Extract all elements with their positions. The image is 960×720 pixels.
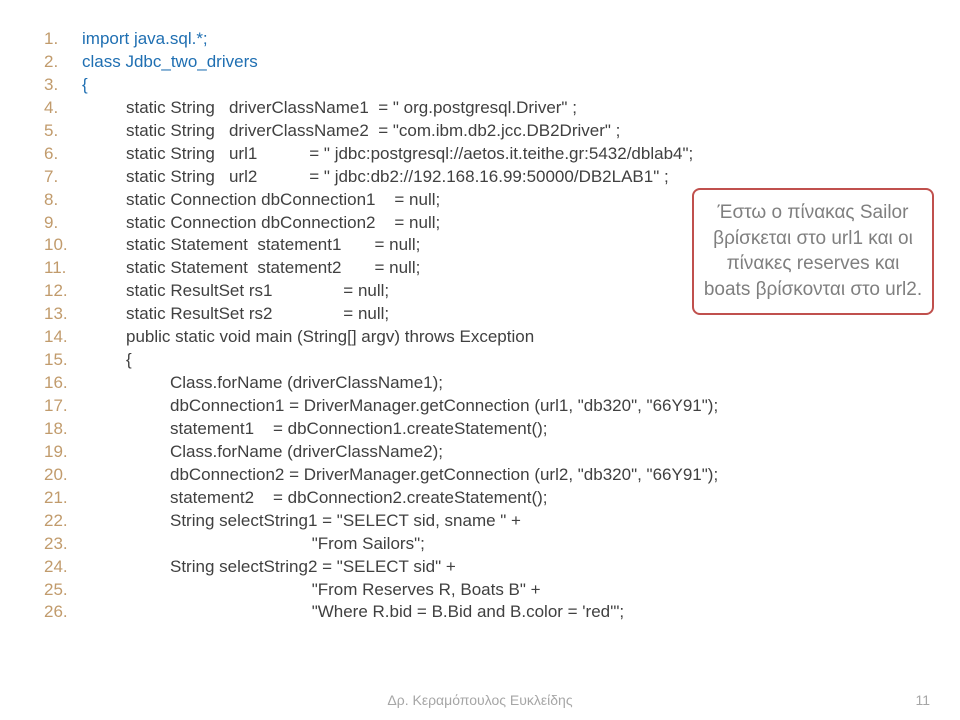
- code-line: 25. "From Reserves R, Boats B" +: [44, 579, 940, 602]
- code-text: {: [82, 74, 88, 97]
- line-number: 4.: [44, 97, 82, 120]
- code-line: 21.statement2 = dbConnection2.createStat…: [44, 487, 940, 510]
- footer-author: Δρ. Κεραμόπουλος Ευκλείδης: [0, 692, 960, 708]
- code-block: 1.import java.sql.*;2.class Jdbc_two_dri…: [0, 0, 960, 644]
- code-text: static Connection dbConnection2 = null;: [82, 212, 440, 235]
- code-text: public static void main (String[] argv) …: [82, 326, 534, 349]
- code-text: static String url2 = " jdbc:db2://192.16…: [82, 166, 669, 189]
- code-line: 6.static String url1 = " jdbc:postgresql…: [44, 143, 940, 166]
- code-text: class Jdbc_two_drivers: [82, 51, 258, 74]
- line-number: 21.: [44, 487, 82, 510]
- line-number: 20.: [44, 464, 82, 487]
- line-number: 7.: [44, 166, 82, 189]
- code-line: 3.{: [44, 74, 940, 97]
- line-number: 3.: [44, 74, 82, 97]
- code-text: static Statement statement2 = null;: [82, 257, 420, 280]
- line-number: 9.: [44, 212, 82, 235]
- line-number: 8.: [44, 189, 82, 212]
- code-text: static String url1 = " jdbc:postgresql:/…: [82, 143, 693, 166]
- line-number: 10.: [44, 234, 82, 257]
- code-text: dbConnection1 = DriverManager.getConnect…: [82, 395, 718, 418]
- line-number: 15.: [44, 349, 82, 372]
- line-number: 26.: [44, 601, 82, 624]
- code-line: 26. "Where R.bid = B.Bid and B.color = '…: [44, 601, 940, 624]
- line-number: 16.: [44, 372, 82, 395]
- callout-text: Έστω ο πίνακας Sailor βρίσκεται στο url1…: [704, 202, 922, 300]
- line-number: 2.: [44, 51, 82, 74]
- code-text: "From Reserves R, Boats B" +: [82, 579, 541, 602]
- line-number: 22.: [44, 510, 82, 533]
- line-number: 14.: [44, 326, 82, 349]
- page-number: 11: [915, 692, 930, 708]
- code-line: 2.class Jdbc_two_drivers: [44, 51, 940, 74]
- callout-box: Έστω ο πίνακας Sailor βρίσκεται στο url1…: [692, 188, 934, 315]
- line-number: 11.: [44, 257, 82, 280]
- code-text: import java.sql.*;: [82, 28, 208, 51]
- code-text: statement1 = dbConnection1.createStateme…: [82, 418, 548, 441]
- code-line: 4.static String driverClassName1 = " org…: [44, 97, 940, 120]
- line-number: 17.: [44, 395, 82, 418]
- code-text: dbConnection2 = DriverManager.getConnect…: [82, 464, 718, 487]
- code-text: "From Sailors";: [82, 533, 425, 556]
- line-number: 23.: [44, 533, 82, 556]
- line-number: 18.: [44, 418, 82, 441]
- code-line: 22.String selectString1 = "SELECT sid, s…: [44, 510, 940, 533]
- code-text: static Connection dbConnection1 = null;: [82, 189, 440, 212]
- code-line: 14.public static void main (String[] arg…: [44, 326, 940, 349]
- code-line: 23. "From Sailors";: [44, 533, 940, 556]
- code-line: 20.dbConnection2 = DriverManager.getConn…: [44, 464, 940, 487]
- code-text: static ResultSet rs1 = null;: [82, 280, 389, 303]
- code-text: String selectString2 = "SELECT sid" +: [82, 556, 456, 579]
- code-text: statement2 = dbConnection2.createStateme…: [82, 487, 548, 510]
- code-line: 5.static String driverClassName2 = "com.…: [44, 120, 940, 143]
- code-line: 24.String selectString2 = "SELECT sid" +: [44, 556, 940, 579]
- code-line: 15.{: [44, 349, 940, 372]
- code-line: 19.Class.forName (driverClassName2);: [44, 441, 940, 464]
- code-line: 17.dbConnection1 = DriverManager.getConn…: [44, 395, 940, 418]
- line-number: 12.: [44, 280, 82, 303]
- code-line: 1.import java.sql.*;: [44, 28, 940, 51]
- line-number: 13.: [44, 303, 82, 326]
- code-text: static String driverClassName2 = "com.ib…: [82, 120, 620, 143]
- code-text: static Statement statement1 = null;: [82, 234, 420, 257]
- code-text: Class.forName (driverClassName1);: [82, 372, 443, 395]
- code-line: 7.static String url2 = " jdbc:db2://192.…: [44, 166, 940, 189]
- line-number: 25.: [44, 579, 82, 602]
- code-text: {: [82, 349, 132, 372]
- code-text: String selectString1 = "SELECT sid, snam…: [82, 510, 521, 533]
- line-number: 24.: [44, 556, 82, 579]
- line-number: 5.: [44, 120, 82, 143]
- line-number: 6.: [44, 143, 82, 166]
- code-text: static ResultSet rs2 = null;: [82, 303, 389, 326]
- code-text: static String driverClassName1 = " org.p…: [82, 97, 577, 120]
- code-line: 16.Class.forName (driverClassName1);: [44, 372, 940, 395]
- code-text: "Where R.bid = B.Bid and B.color = 'red'…: [82, 601, 624, 624]
- line-number: 19.: [44, 441, 82, 464]
- code-line: 18.statement1 = dbConnection1.createStat…: [44, 418, 940, 441]
- line-number: 1.: [44, 28, 82, 51]
- code-text: Class.forName (driverClassName2);: [82, 441, 443, 464]
